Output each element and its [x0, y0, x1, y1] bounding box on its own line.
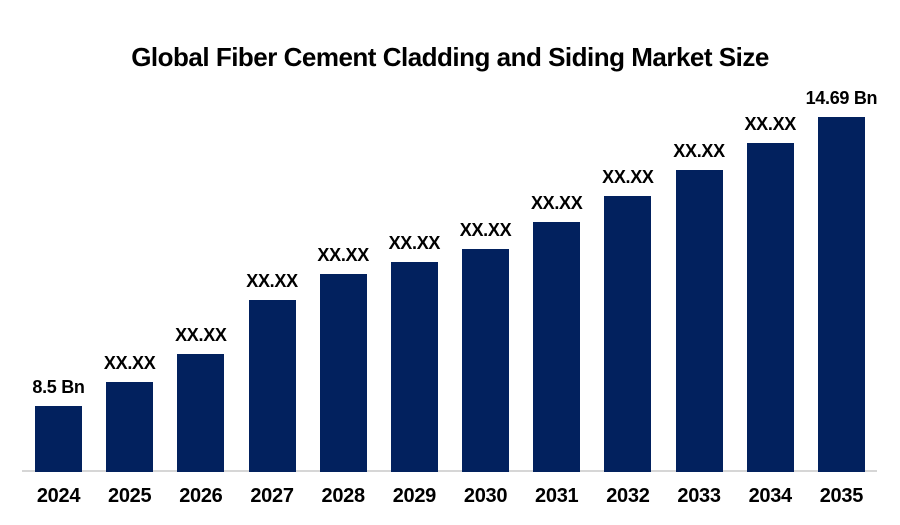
x-axis-tick-label: 2029 [392, 485, 437, 507]
bar-column: 14.69 Bn 2035 [806, 88, 878, 508]
bar-value-label: XX.XX [459, 220, 512, 240]
bar-column: XX.XX 2027 [246, 271, 298, 508]
bar [319, 274, 367, 472]
bar-column: XX.XX 2033 [673, 141, 725, 508]
bar [248, 300, 296, 472]
bar-value-label: XX.XX [602, 167, 654, 187]
x-axis-tick-label: 2026 [179, 485, 223, 507]
chart-title: Global Fiber Cement Cladding and Siding … [131, 42, 769, 72]
bar-column: XX.XX 2029 [388, 233, 441, 508]
bar [390, 262, 438, 472]
bar-value-label: 14.69 Bn [805, 88, 878, 108]
x-axis-tick-label: 2025 [108, 485, 152, 507]
bar-value-label: 8.5 Bn [32, 377, 85, 397]
bar [746, 143, 794, 472]
bar-value-label: XX.XX [317, 245, 369, 265]
bar [604, 196, 652, 472]
bar [462, 249, 510, 472]
x-axis-tick-label: 2028 [321, 485, 366, 507]
bar-value-label: XX.XX [388, 233, 441, 253]
plot-area: 8.5 Bn 2024 XX.XX 2025 XX.XX 2026 XX.XX … [32, 88, 878, 508]
bar-value-label: XX.XX [530, 193, 583, 213]
bar-column: XX.XX 2028 [317, 245, 369, 508]
bar-column: XX.XX 2030 [459, 220, 512, 508]
x-axis-tick-label: 2024 [36, 485, 81, 507]
x-axis-tick-label: 2033 [677, 485, 721, 507]
x-axis-tick-label: 2035 [819, 485, 864, 507]
bar-value-label: XX.XX [246, 271, 298, 291]
bar [35, 406, 82, 472]
bar-column: XX.XX 2032 [602, 167, 654, 508]
bar-column: XX.XX 2034 [744, 114, 796, 508]
x-axis-tick-label: 2034 [748, 485, 793, 507]
x-axis-tick-label: 2031 [535, 485, 579, 507]
bar-column: XX.XX 2031 [530, 193, 583, 508]
bar [106, 382, 154, 472]
bar [533, 222, 581, 472]
x-axis-tick-label: 2030 [463, 485, 508, 507]
bar [177, 354, 225, 472]
bar-column: 8.5 Bn 2024 [32, 377, 85, 508]
x-axis-line [22, 470, 877, 472]
bar [817, 117, 865, 472]
bar-value-label: XX.XX [175, 325, 227, 345]
bar-value-label: XX.XX [673, 141, 725, 161]
x-axis-tick-label: 2032 [606, 485, 650, 507]
bar [675, 170, 723, 472]
bar-value-label: XX.XX [103, 353, 156, 373]
bar-value-label: XX.XX [744, 114, 796, 134]
x-axis-tick-label: 2027 [250, 485, 294, 507]
bar-column: XX.XX 2026 [175, 325, 227, 508]
bar-column: XX.XX 2025 [103, 353, 156, 508]
